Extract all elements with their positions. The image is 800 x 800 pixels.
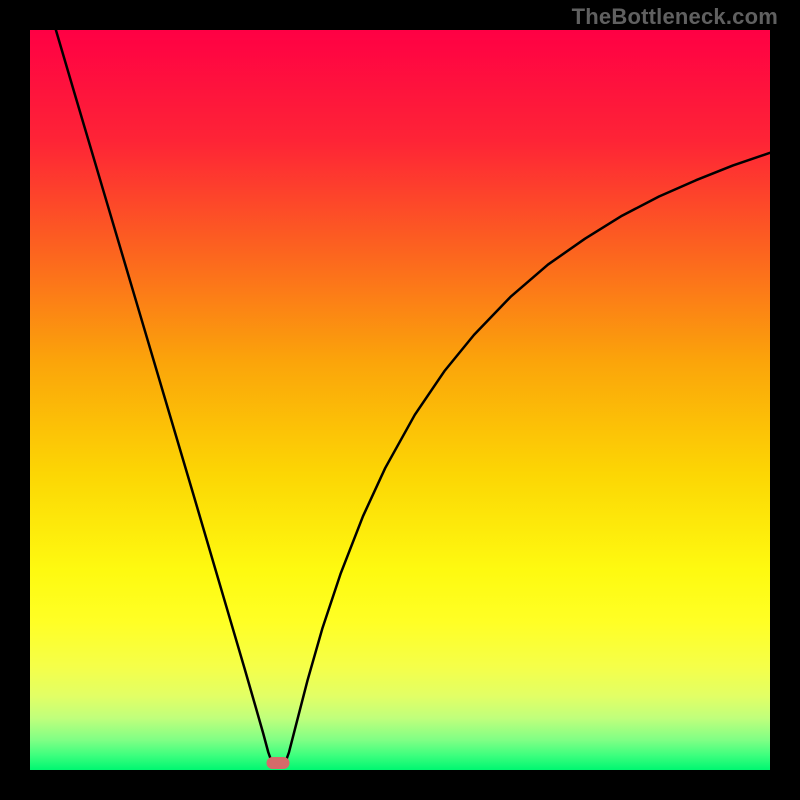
chart-frame: TheBottleneck.com <box>0 0 800 800</box>
plot-area <box>30 30 770 770</box>
bottleneck-curve <box>56 30 770 767</box>
current-config-marker <box>266 757 289 769</box>
curve-layer <box>30 30 770 770</box>
watermark-text: TheBottleneck.com <box>572 4 778 30</box>
